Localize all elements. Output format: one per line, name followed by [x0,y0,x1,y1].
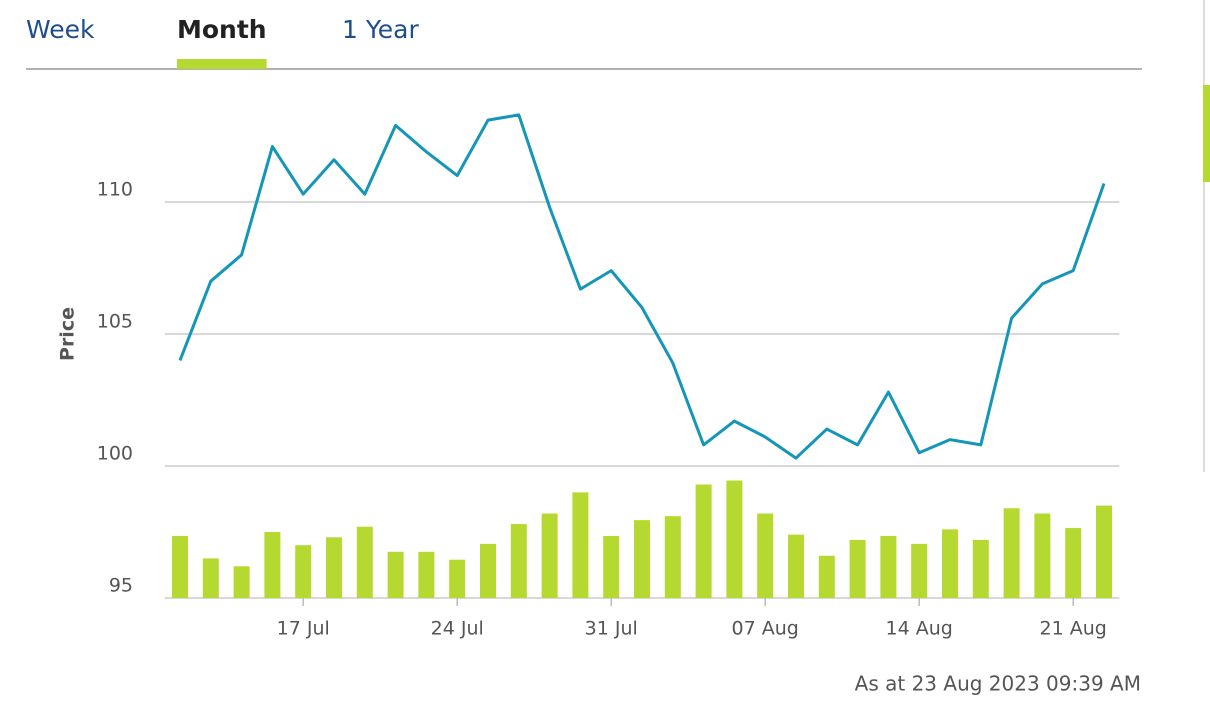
volume-bar [880,535,897,598]
y-tick-label: 100 [97,443,133,465]
volume-bar [757,513,774,598]
y-tick-label: 105 [97,311,133,333]
x-tick-label: 31 Jul [585,618,638,640]
tab-indicator [177,59,267,69]
volume-bar [1003,508,1020,598]
x-tick-label: 07 Aug [732,618,799,640]
volume-bar [233,566,250,598]
y-tick-label: 110 [97,179,133,201]
volume-bar [356,526,373,598]
volume-bar [172,535,188,598]
tab[interactable]: Month [177,15,267,44]
volume-bar [603,535,620,598]
price-line [178,113,1106,460]
volume-bar [942,529,958,598]
x-tick-label: 17 Jul [277,618,330,640]
volume-bar [788,534,804,598]
volume-bar [818,555,835,598]
volume-bar [695,484,712,598]
volume-bar [541,513,558,598]
volume-bar [295,545,312,598]
volume-bar [726,480,743,598]
x-tick-label: 21 Aug [1040,618,1107,640]
scrollbar-thumb[interactable] [1203,85,1210,182]
volume-bar [1034,513,1051,598]
volume-bar [1096,505,1112,598]
volume-bar [972,539,989,598]
volume-bar [664,516,681,598]
volume-bar [202,558,219,598]
y-axis-label: Price [57,307,79,361]
volume-bar [849,539,866,598]
volume-bar [634,520,650,598]
volume-bar [326,537,342,598]
volume-bar [480,543,496,598]
timestamp: As at 23 Aug 2023 09:39 AM [855,672,1141,696]
y-tick-label: 95 [109,575,133,597]
tab[interactable]: Week [26,15,95,44]
volume-bar [449,559,466,598]
volume-bar [387,551,404,598]
volume-bar [510,524,527,598]
volume-bar [264,532,281,598]
tab[interactable]: 1 Year [342,15,420,44]
volume-bar [911,543,928,598]
x-tick-label: 14 Aug [886,618,953,640]
x-tick-label: 24 Jul [431,618,484,640]
volume-bar [418,551,435,598]
volume-bar [1065,528,1082,598]
volume-bar [572,492,589,598]
